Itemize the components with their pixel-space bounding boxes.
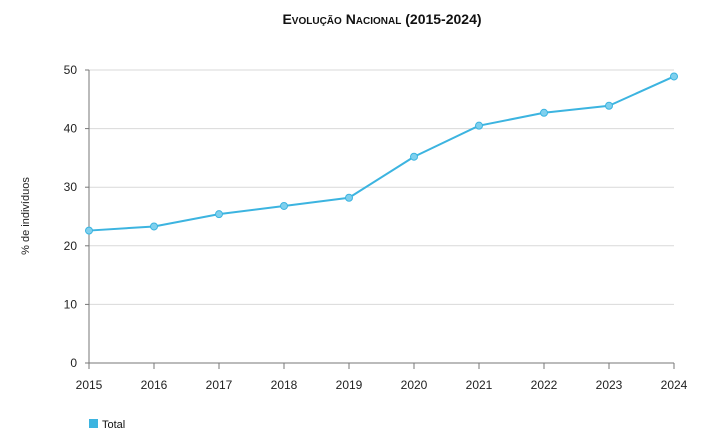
data-point-2017[interactable] xyxy=(215,210,223,219)
chart-title: Evolução Nacional (2015-2024) xyxy=(282,11,481,27)
data-point-2018[interactable] xyxy=(280,201,288,210)
x-tick-label: 2021 xyxy=(466,378,493,392)
data-point-2023[interactable] xyxy=(605,101,613,110)
axes xyxy=(85,69,675,369)
legend-label-total[interactable]: Total xyxy=(102,419,125,431)
y-tick-labels: 0 10 20 30 40 50 xyxy=(64,63,78,370)
x-tick-label: 2015 xyxy=(76,378,103,392)
y-tick-label: 10 xyxy=(64,297,78,311)
y-tick-label: 50 xyxy=(64,63,78,77)
series-layer xyxy=(85,72,678,235)
data-point-2015[interactable] xyxy=(85,226,93,235)
legend[interactable]: Total xyxy=(89,419,125,431)
data-point-2024[interactable] xyxy=(670,72,678,81)
series-line-total xyxy=(88,75,675,232)
y-tick-label: 20 xyxy=(64,239,78,253)
legend-swatch-total[interactable] xyxy=(89,419,98,428)
x-tick-label: 2018 xyxy=(271,378,298,392)
data-point-2020[interactable] xyxy=(410,152,418,161)
data-point-2019[interactable] xyxy=(345,193,353,202)
x-tick-labels: 2015 2016 2017 2018 2019 2020 2021 2022 2023 2024 xyxy=(76,378,688,392)
x-tick-label: 2019 xyxy=(336,378,363,392)
data-point-2022[interactable] xyxy=(540,108,548,117)
x-tick-label: 2020 xyxy=(401,378,428,392)
y-tick-label: 30 xyxy=(64,180,78,194)
x-tick-label: 2024 xyxy=(661,378,688,392)
data-point-2016[interactable] xyxy=(150,222,158,231)
data-point-2021[interactable] xyxy=(475,121,483,130)
grid-lines xyxy=(89,69,674,305)
x-tick-label: 2017 xyxy=(206,378,233,392)
x-tick-label: 2016 xyxy=(141,378,168,392)
y-tick-label: 0 xyxy=(70,356,77,370)
y-tick-label: 40 xyxy=(64,122,78,136)
x-tick-label: 2022 xyxy=(531,378,558,392)
x-tick-label: 2023 xyxy=(596,378,623,392)
y-axis-label: % de indivíduos xyxy=(20,177,32,255)
